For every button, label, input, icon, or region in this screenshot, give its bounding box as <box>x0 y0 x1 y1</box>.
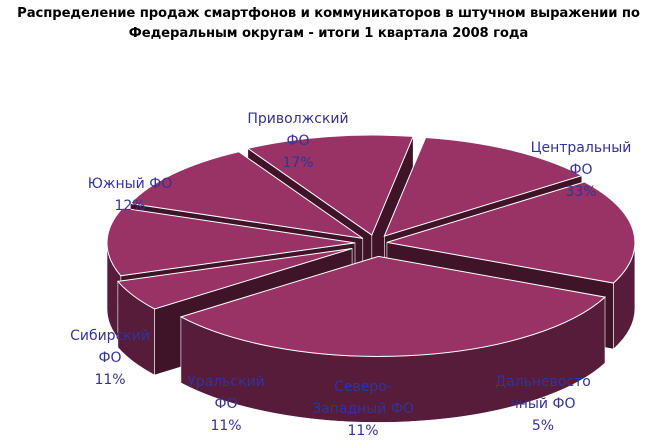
slice-label-line: Центральный <box>531 140 632 156</box>
pie-slice <box>246 134 414 236</box>
slice-value-label: 5% <box>532 418 554 434</box>
slice-value-label: 33% <box>565 184 596 200</box>
slice-label: Южный ФО 12% <box>88 176 173 214</box>
slice-label-line: ФО <box>286 133 309 149</box>
pie-slice <box>106 207 356 277</box>
pie-slice <box>383 136 584 237</box>
slice-label-line: Западный ФО <box>312 401 414 417</box>
pie-slice-group <box>179 255 607 423</box>
slice-value-label: 11% <box>210 418 241 434</box>
chart-title: Распределение продаж смартфонов и коммун… <box>0 4 657 44</box>
slice-label: Сибирский ФО 11% <box>70 328 150 388</box>
slice-label-line: чный ФО <box>510 396 575 412</box>
pie-slice <box>129 151 364 239</box>
slice-label-line: Северо- <box>334 379 392 395</box>
slice-label-line: Уральский <box>187 374 265 390</box>
chart-title-line-2: Федеральным округам - итоги 1 квартала 2… <box>128 26 529 41</box>
slice-label-line: ФО <box>569 162 592 178</box>
slice-label: Уральский ФО 11% <box>187 374 265 434</box>
slice-label-line: Южный ФО <box>88 176 173 192</box>
chart-title-line-1: Распределение продаж смартфонов и коммун… <box>17 6 640 21</box>
slice-label-line: ФО <box>98 350 121 366</box>
slice-value-label: 11% <box>94 372 125 388</box>
slice-label: Северо- Западный ФО 11% <box>312 379 414 439</box>
slice-label: Центральный ФО 33% <box>531 140 632 200</box>
slice-label-line: ФО <box>214 396 237 412</box>
slice-label-line: Сибирский <box>70 328 150 344</box>
slice-label-line: Приволжский <box>247 111 348 127</box>
pie-slice <box>179 255 607 357</box>
slice-label: Дальневосто чный ФО 5% <box>495 374 591 434</box>
slice-label-line: Дальневосто <box>495 374 591 390</box>
slice-value-label: 17% <box>282 155 313 171</box>
slice-value-label: 12% <box>114 198 145 214</box>
slice-value-label: 11% <box>347 423 378 439</box>
slice-label: Приволжский ФО 17% <box>247 111 348 171</box>
pie-slice <box>386 181 636 284</box>
pie-slice <box>116 248 353 310</box>
